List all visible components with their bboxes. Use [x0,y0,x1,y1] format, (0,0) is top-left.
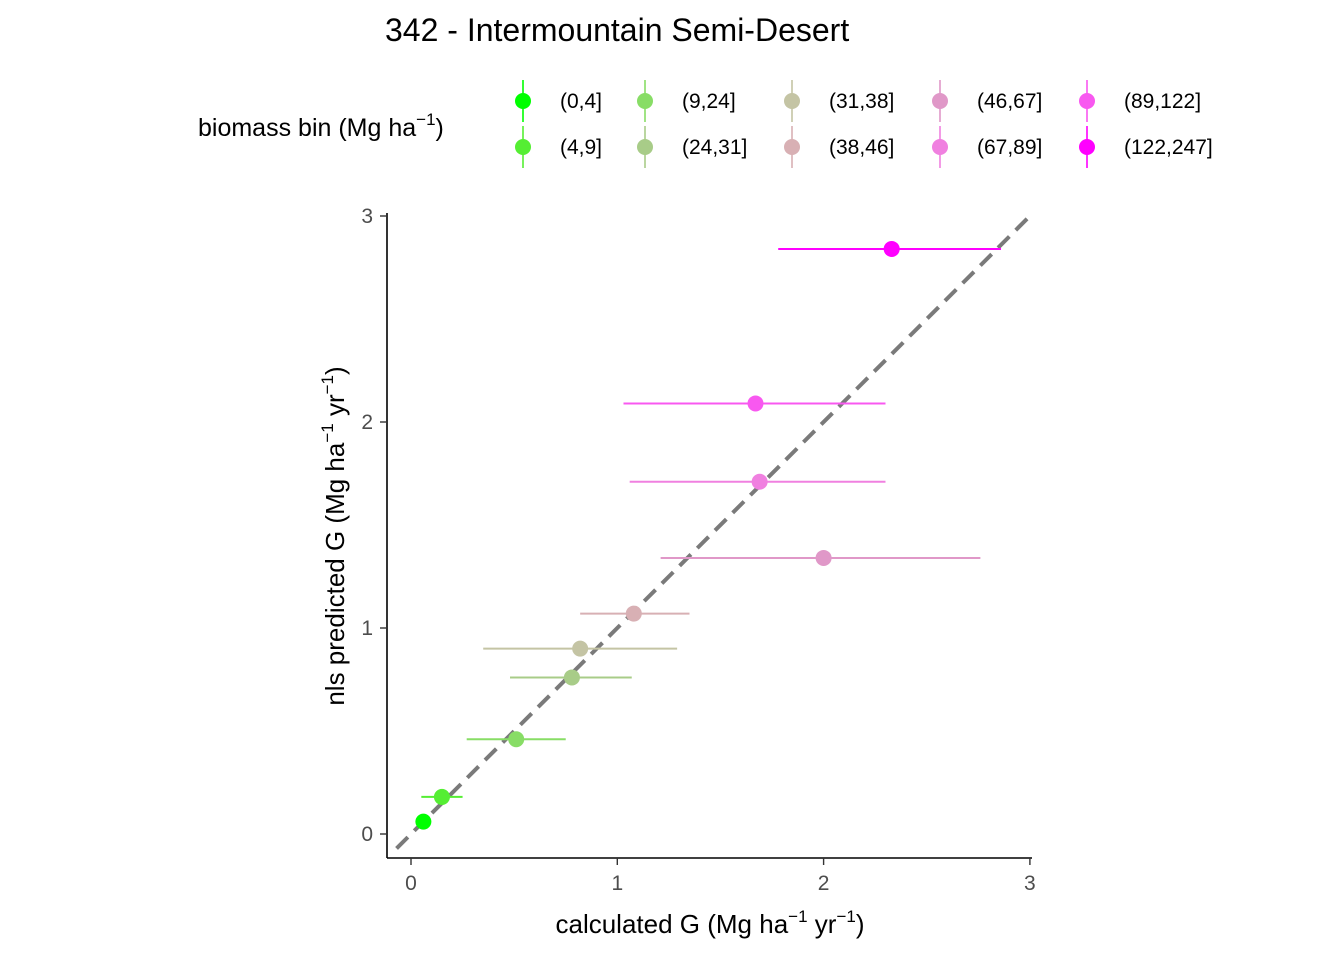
chart-title: 342 - Intermountain Semi-Desert [385,12,849,48]
data-point [751,473,768,490]
y-tick-label: 3 [361,205,373,228]
x-axis-title: calculated G (Mg ha−1 yr−1) [555,907,864,939]
legend-key-point [637,139,653,155]
legend-key-point [637,93,653,109]
legend-key-point [1079,93,1095,109]
data-point [815,549,832,566]
legend-item-label: (31,38] [829,90,894,113]
data-marks [415,240,1002,830]
legend-key-point [932,139,948,155]
x-tick-label: 2 [818,872,830,895]
legend-key-point [784,139,800,155]
legend-item-label: (89,122] [1124,90,1201,113]
data-point [883,240,900,257]
legend-item-label: (0,4] [560,90,602,113]
data-point [563,669,580,686]
legend-item-label: (9,24] [682,90,736,113]
axis-ticks: 0 1 2 3 0 1 2 3 [361,205,1035,895]
y-tick-label: 0 [361,823,373,846]
data-point [433,788,450,805]
identity-reference-line [395,214,1032,850]
y-axis-title: nls predicted G (Mg ha−1 yr−1) [318,366,350,705]
data-point [572,640,589,657]
data-point [625,605,642,622]
legend-key-point [515,93,531,109]
y-tick-label: 1 [361,617,373,640]
data-point [747,395,764,412]
legend-key-point [1079,139,1095,155]
x-tick-label: 0 [405,872,417,895]
legend-item-label: (4,9] [560,136,602,159]
data-point [508,731,525,748]
legend-title: biomass bin (Mg ha−1) [198,110,444,142]
legend-item-label: (24,31] [682,136,747,159]
legend-key-point [784,93,800,109]
legend-item-label: (67,89] [977,136,1042,159]
x-tick-label: 1 [611,872,623,895]
x-tick-label: 3 [1024,872,1036,895]
legend-item-label: (38,46] [829,136,894,159]
legend-item-label: (122,247] [1124,136,1213,159]
data-point [415,813,432,830]
legend-item-label: (46,67] [977,90,1042,113]
y-tick-label: 2 [361,411,373,434]
legend-key-point [515,139,531,155]
legend-key-point [932,93,948,109]
legend: (0,4] (4,9] (9,24] (24,31] (31,38] (38,46] (46… [515,80,1213,168]
